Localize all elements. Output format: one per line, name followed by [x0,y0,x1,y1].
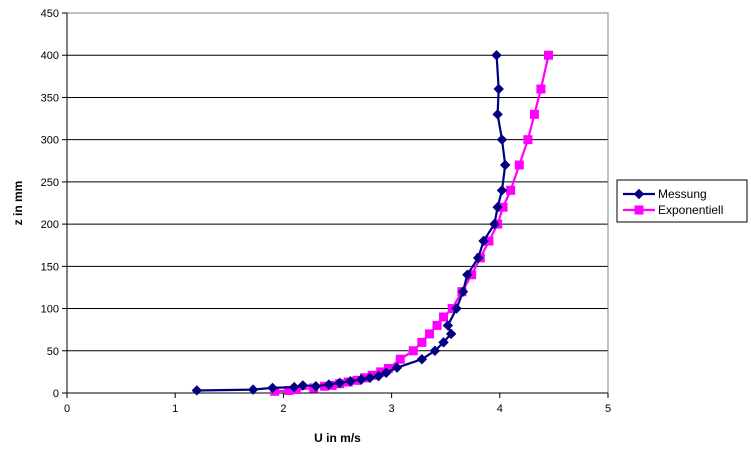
data-point [191,385,203,396]
data-point [496,185,508,196]
x-tick-label: 0 [64,403,70,415]
y-tick-label: 200 [41,219,59,231]
data-point [514,160,524,170]
data-point [500,159,511,171]
data-point [491,50,502,61]
y-axis-ticks: 0 50 100 150 200 250 300 350 400 450 [41,8,68,400]
data-point [391,362,403,373]
data-point [492,202,503,213]
y-tick-label: 50 [47,346,59,358]
x-tick-label: 5 [605,403,611,415]
data-point [442,320,454,331]
legend-box [616,179,748,223]
data-point [416,354,428,365]
data-point [432,320,442,330]
data-point [529,109,539,119]
x-tick-label: 4 [497,403,503,415]
data-point [297,380,309,391]
legend-item: Messung [623,187,707,201]
data-point [439,312,449,322]
legend: Messung Exponentiell [616,179,748,223]
legend-label: Messung [658,187,707,201]
data-point [543,50,553,60]
y-tick-label: 400 [41,50,59,62]
data-point [334,377,345,389]
data-point [496,134,508,145]
y-tick-label: 350 [41,92,59,104]
data-point [356,374,367,385]
data-point [472,252,484,264]
data-point [417,337,427,347]
data-point [536,84,546,94]
data-point [478,235,489,247]
y-tick-label: 250 [41,177,59,189]
data-point [424,329,434,339]
data-point [462,269,473,280]
legend-item: Exponentiell [623,203,723,217]
data-point [408,346,418,356]
data-point [380,367,392,378]
data-point [395,354,405,364]
data-point [451,303,462,314]
legend-marker [634,205,644,215]
data-point [506,185,516,195]
data-point [492,109,503,120]
data-point [445,328,457,340]
y-tick-label: 300 [41,135,59,147]
data-point [247,384,259,395]
x-axis-title: U in m/s [314,431,361,445]
x-tick-label: 2 [280,403,286,415]
y-tick-label: 100 [41,304,59,316]
data-point [373,370,384,382]
data-point [489,218,500,230]
legend-label: Exponentiell [658,203,723,217]
data-point [289,381,300,393]
y-tick-label: 150 [41,261,59,273]
y-tick-label: 0 [53,388,59,400]
series-messung [191,50,511,396]
data-point [457,286,469,297]
data-point [345,375,356,387]
data-point [323,379,335,390]
data-point [267,382,278,394]
gridlines [67,54,608,352]
data-point [493,83,504,95]
data-point [523,135,533,145]
y-axis-title: z in mm [11,181,25,226]
x-tick-label: 1 [172,403,178,415]
y-tick-label: 450 [41,8,59,20]
legend-marker [633,188,645,200]
series-layer [191,50,553,396]
data-point [364,372,376,384]
data-point [310,381,322,392]
x-tick-label: 3 [389,403,395,415]
data-point [438,337,449,348]
x-axis-ticks: 0 1 2 3 4 5 [64,392,611,415]
data-point [429,345,441,356]
